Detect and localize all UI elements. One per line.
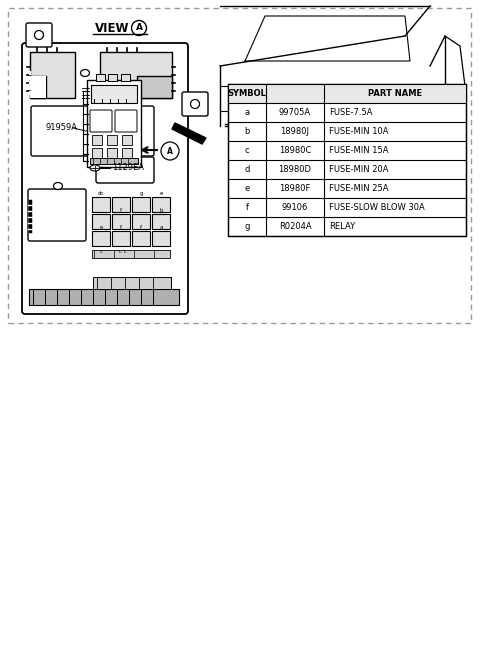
Circle shape	[191, 100, 200, 108]
FancyBboxPatch shape	[30, 52, 75, 98]
FancyBboxPatch shape	[30, 76, 46, 98]
Bar	[228, 84, 466, 236]
Text: R0204A: R0204A	[279, 222, 312, 231]
Bar	[92, 148, 102, 158]
Circle shape	[132, 20, 146, 35]
Bar	[112, 214, 130, 229]
Bar	[132, 231, 150, 246]
Text: e: e	[99, 225, 103, 230]
Bar	[132, 197, 150, 212]
Text: 18980F: 18980F	[279, 184, 311, 193]
Bar	[92, 197, 110, 212]
Ellipse shape	[53, 182, 62, 190]
Text: g: g	[139, 191, 143, 196]
Ellipse shape	[322, 96, 338, 106]
Text: SYMBOL: SYMBOL	[228, 89, 266, 98]
Text: A: A	[167, 146, 173, 155]
FancyBboxPatch shape	[31, 106, 89, 156]
Bar	[92, 214, 110, 229]
Circle shape	[161, 142, 179, 160]
Bar	[30, 76, 46, 98]
Text: f: f	[245, 203, 249, 212]
FancyBboxPatch shape	[87, 80, 141, 167]
Bar	[228, 84, 466, 103]
Text: 18980C: 18980C	[279, 146, 311, 155]
Text: a: a	[159, 225, 163, 230]
Text: A: A	[135, 24, 143, 33]
Polygon shape	[172, 123, 206, 144]
Text: RELAY: RELAY	[329, 222, 355, 231]
FancyBboxPatch shape	[90, 110, 112, 132]
Text: 99705A: 99705A	[279, 108, 311, 117]
Text: 18980J: 18980J	[280, 127, 310, 136]
Bar	[112, 197, 130, 212]
Text: 91959A: 91959A	[46, 123, 78, 133]
Text: FUSE-MIN 20A: FUSE-MIN 20A	[329, 165, 388, 174]
Bar	[90, 158, 138, 164]
Bar	[92, 250, 170, 258]
Bar	[112, 231, 130, 246]
Bar	[152, 197, 170, 212]
Bar	[132, 214, 150, 229]
Ellipse shape	[90, 165, 100, 171]
Text: FUSE-SLOW BLOW 30A: FUSE-SLOW BLOW 30A	[329, 203, 425, 212]
Bar	[92, 135, 102, 145]
Text: FUSE-MIN 25A: FUSE-MIN 25A	[329, 184, 388, 193]
Bar	[122, 148, 132, 158]
Ellipse shape	[81, 70, 89, 77]
Bar	[121, 74, 130, 81]
Bar	[108, 74, 117, 81]
FancyBboxPatch shape	[22, 43, 188, 314]
Text: PART NAME: PART NAME	[368, 89, 422, 98]
FancyBboxPatch shape	[137, 76, 172, 98]
Text: c: c	[245, 146, 249, 155]
Bar	[96, 74, 105, 81]
Text: e: e	[159, 191, 163, 196]
FancyBboxPatch shape	[100, 52, 172, 98]
FancyBboxPatch shape	[28, 189, 86, 241]
Text: c c: c c	[119, 249, 127, 254]
Text: f: f	[120, 208, 122, 213]
Text: 18980D: 18980D	[278, 165, 312, 174]
Text: 1129EA: 1129EA	[112, 163, 144, 173]
Text: FUSE-MIN 10A: FUSE-MIN 10A	[329, 127, 388, 136]
Bar	[122, 135, 132, 145]
Text: a: a	[244, 108, 250, 117]
Text: VIEW: VIEW	[95, 22, 130, 35]
Text: FUSE-7.5A: FUSE-7.5A	[329, 108, 372, 117]
Text: b: b	[244, 127, 250, 136]
Text: dc: dc	[98, 191, 104, 196]
Text: e: e	[244, 184, 250, 193]
Bar	[107, 148, 117, 158]
Text: f: f	[140, 225, 142, 230]
Text: 99106: 99106	[282, 203, 308, 212]
Bar	[91, 85, 137, 103]
Bar	[107, 135, 117, 145]
Bar	[93, 277, 171, 289]
Text: FUSE-MIN 15A: FUSE-MIN 15A	[329, 146, 388, 155]
Bar	[152, 231, 170, 246]
Bar	[29, 289, 179, 305]
FancyBboxPatch shape	[26, 23, 52, 47]
Bar	[8, 8, 471, 323]
Text: c: c	[99, 249, 103, 254]
FancyBboxPatch shape	[96, 157, 154, 183]
Text: b: b	[159, 208, 163, 213]
FancyBboxPatch shape	[115, 110, 137, 132]
Text: f: f	[120, 225, 122, 230]
FancyBboxPatch shape	[182, 92, 208, 116]
Bar	[92, 231, 110, 246]
Circle shape	[35, 30, 44, 39]
FancyBboxPatch shape	[96, 106, 154, 156]
Text: g: g	[244, 222, 250, 231]
Bar	[152, 214, 170, 229]
Text: d: d	[244, 165, 250, 174]
